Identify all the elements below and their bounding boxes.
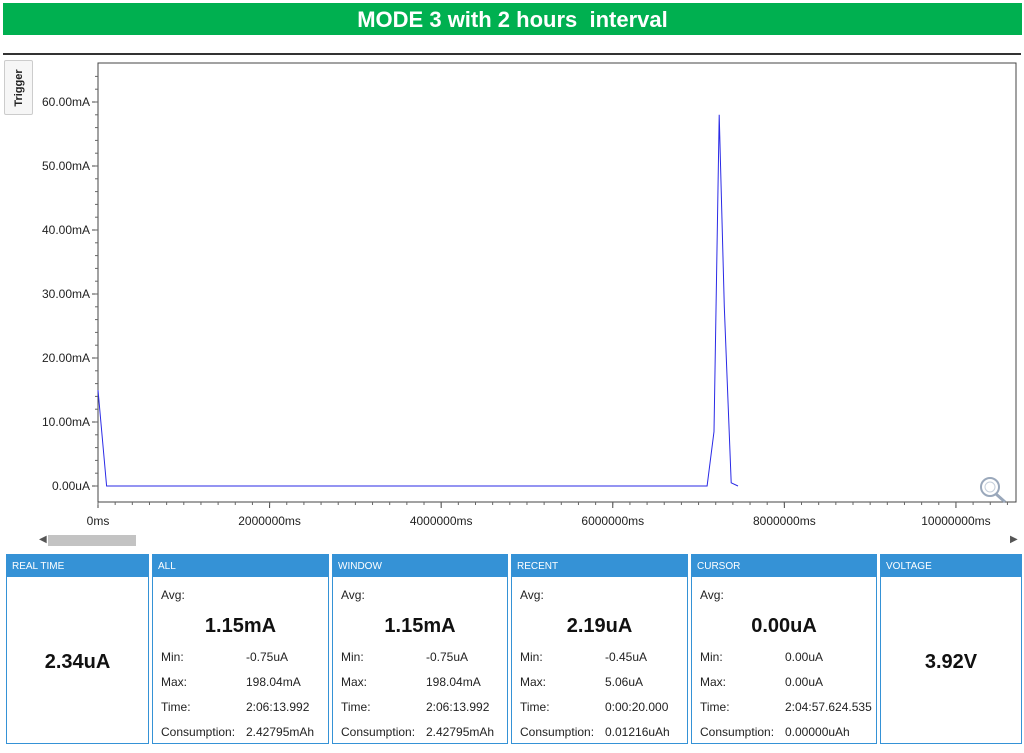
x-tick-label: 8000000ms — [753, 514, 816, 528]
card-window: WINDOW Avg: 1.15mA Min: -0.75uA Max: 198… — [332, 554, 508, 744]
avg-label: Avg: — [520, 588, 544, 602]
consumption-label: Consumption: — [161, 725, 236, 739]
time-label: Time: — [700, 700, 730, 714]
current-chart[interactable]: 60.00mA 50.00mA 40.00mA 30.00mA 20.00mA 10.00… — [0, 0, 1024, 553]
consumption-label: Consumption: — [341, 725, 416, 739]
max-label: Max: — [341, 675, 368, 689]
y-tick-label: 10.00mA — [42, 415, 90, 429]
y-tick-label: 60.00mA — [42, 95, 90, 109]
max-label: Max: — [700, 675, 727, 689]
avg-label: Avg: — [161, 588, 185, 602]
min-label: Min: — [341, 650, 364, 664]
time-value: 2:04:57.624.535 — [785, 700, 872, 714]
time-label: Time: — [341, 700, 371, 714]
consumption-label: Consumption: — [520, 725, 595, 739]
time-value: 0:00:20.000 — [605, 700, 669, 714]
min-value: -0.75uA — [426, 650, 469, 664]
max-label: Max: — [161, 675, 188, 689]
voltage-value: 3.92V — [924, 651, 978, 673]
card-title: WINDOW — [333, 555, 507, 577]
min-value: -0.45uA — [605, 650, 648, 664]
card-voltage: VOLTAGE 3.92V — [880, 554, 1022, 744]
min-value: 0.00uA — [785, 650, 824, 664]
card-real-time: REAL TIME 2.34uA — [6, 554, 149, 744]
zoom-icon[interactable] — [980, 477, 1006, 504]
scroll-left-arrow[interactable]: ◀ — [39, 534, 47, 545]
plot-area — [97, 62, 1017, 503]
card-cursor: CURSOR Avg: 0.00uA Min: 0.00uA Max: 0.00… — [691, 554, 877, 744]
time-label: Time: — [161, 700, 191, 714]
trigger-button[interactable]: Trigger — [4, 60, 33, 115]
consumption-label: Consumption: — [700, 725, 775, 739]
scroll-right-arrow[interactable]: ▶ — [1010, 534, 1018, 545]
time-label: Time: — [520, 700, 550, 714]
time-value: 2:06:13.992 — [426, 700, 490, 714]
max-value: 198.04mA — [426, 675, 481, 689]
stats-cards: REAL TIME 2.34uA ALL Avg: 1.15mA Min: -0… — [6, 554, 1024, 746]
avg-label: Avg: — [700, 588, 724, 602]
x-tick-label: 6000000ms — [581, 514, 644, 528]
page-banner-title: MODE 3 with 2 hours interval — [3, 3, 1022, 35]
card-title: ALL — [153, 555, 328, 577]
x-tick-label: 0ms — [87, 514, 110, 528]
card-all: ALL Avg: 1.15mA Min: -0.75uA Max: 198.04… — [152, 554, 329, 744]
avg-value: 1.15mA — [384, 615, 456, 637]
avg-value: 2.19uA — [566, 615, 633, 637]
y-tick-label: 0.00uA — [52, 479, 90, 493]
scrollbar-thumb[interactable] — [48, 535, 136, 546]
card-title: VOLTAGE — [881, 555, 1021, 577]
max-value: 0.00uA — [785, 675, 824, 689]
consumption-value: 2.42795mAh — [426, 725, 495, 739]
consumption-value: 0.00000uAh — [785, 725, 850, 739]
card-recent: RECENT Avg: 2.19uA Min: -0.45uA Max: 5.0… — [511, 554, 688, 744]
realtime-value: 2.34uA — [44, 651, 111, 673]
max-label: Max: — [520, 675, 547, 689]
x-tick-label: 2000000ms — [238, 514, 301, 528]
min-value: -0.75uA — [246, 650, 289, 664]
time-value: 2:06:13.992 — [246, 700, 310, 714]
y-tick-label: 40.00mA — [42, 223, 90, 237]
min-label: Min: — [520, 650, 543, 664]
y-tick-label: 20.00mA — [42, 351, 90, 365]
card-title: REAL TIME — [7, 555, 148, 577]
consumption-value: 0.01216uAh — [605, 725, 670, 739]
x-tick-label: 10000000ms — [921, 514, 990, 528]
avg-value: 1.15mA — [204, 615, 277, 637]
card-title: CURSOR — [692, 555, 876, 577]
min-label: Min: — [161, 650, 184, 664]
y-tick-label: 30.00mA — [42, 287, 90, 301]
max-value: 5.06uA — [605, 675, 644, 689]
avg-label: Avg: — [341, 588, 365, 602]
max-value: 198.04mA — [246, 675, 301, 689]
x-tick-label: 4000000ms — [410, 514, 473, 528]
consumption-value: 2.42795mAh — [246, 725, 315, 739]
current-series-line — [97, 114, 739, 487]
min-label: Min: — [700, 650, 723, 664]
avg-value: 0.00uA — [751, 615, 817, 637]
y-tick-label: 50.00mA — [42, 159, 90, 173]
card-title: RECENT — [512, 555, 687, 577]
